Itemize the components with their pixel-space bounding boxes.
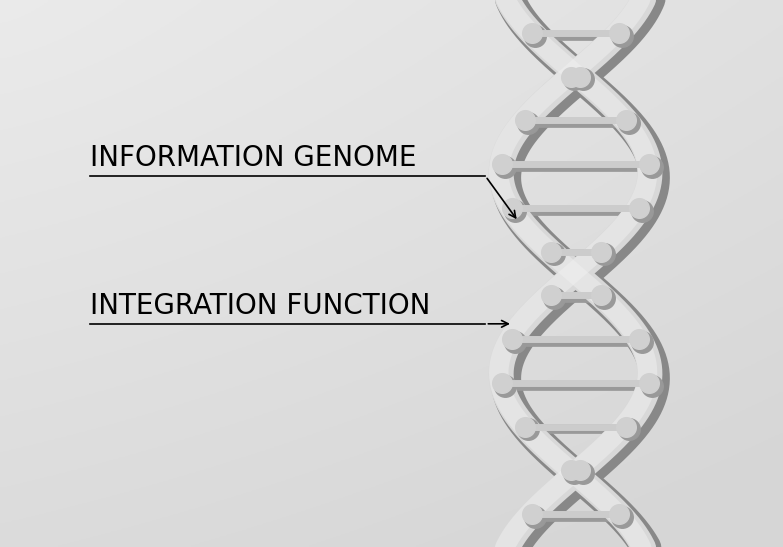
Point: [643, 379, 655, 387]
Point: [547, 294, 560, 302]
Point: [613, 510, 626, 519]
Point: [499, 162, 511, 171]
Point: [633, 335, 645, 344]
Point: [594, 247, 607, 256]
Point: [529, 513, 541, 521]
Point: [506, 203, 518, 212]
Point: [509, 337, 521, 346]
Point: [525, 510, 538, 519]
Point: [619, 116, 632, 125]
Point: [496, 160, 508, 168]
Point: [525, 28, 538, 37]
Point: [643, 160, 655, 168]
Point: [544, 247, 557, 256]
Point: [594, 291, 607, 300]
Point: [576, 469, 589, 478]
Point: [573, 72, 586, 81]
Point: [544, 291, 557, 300]
Point: [636, 206, 648, 215]
Point: [646, 381, 659, 390]
Point: [616, 31, 629, 40]
Point: [622, 425, 635, 434]
Point: [499, 381, 511, 390]
Point: [636, 337, 648, 346]
Point: [573, 466, 586, 475]
Point: [509, 206, 521, 215]
Point: [619, 422, 632, 431]
Point: [616, 513, 629, 521]
Point: [522, 425, 535, 434]
Point: [597, 250, 610, 259]
Text: INTEGRATION FUNCTION: INTEGRATION FUNCTION: [90, 292, 431, 320]
Point: [522, 119, 535, 127]
Point: [565, 72, 578, 81]
Point: [646, 162, 659, 171]
Point: [568, 469, 581, 478]
Point: [496, 379, 508, 387]
Point: [519, 116, 532, 125]
Point: [597, 294, 610, 302]
Point: [547, 250, 560, 259]
Point: [576, 75, 589, 84]
Point: [565, 466, 578, 475]
Point: [506, 335, 518, 344]
Point: [633, 203, 645, 212]
Text: INFORMATION GENOME: INFORMATION GENOME: [90, 144, 417, 172]
Point: [622, 119, 635, 127]
Point: [613, 28, 626, 37]
Point: [529, 31, 541, 40]
Point: [568, 75, 581, 84]
Point: [519, 422, 532, 431]
